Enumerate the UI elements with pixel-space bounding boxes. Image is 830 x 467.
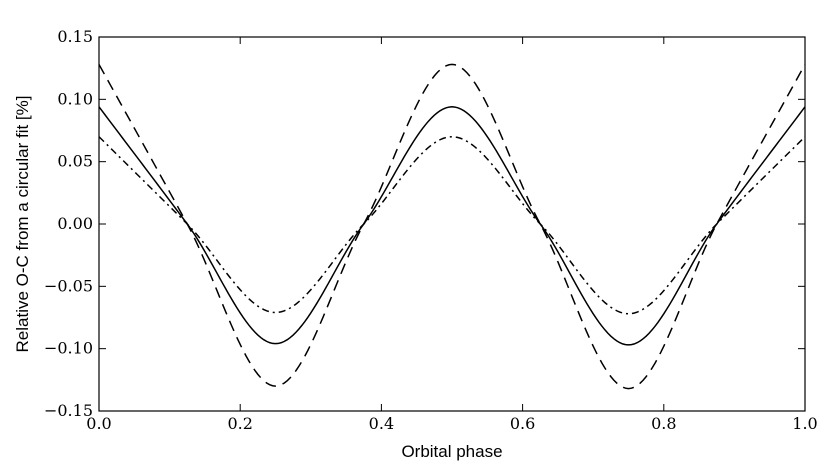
plot-area [98,63,806,390]
plot-frame [98,36,806,412]
y-tick-label: 0.15 [57,27,93,46]
y-tick-label: −0.05 [44,276,93,295]
series-line-dashed [98,63,806,390]
y-tick-label: 0.10 [57,89,93,108]
axis-ticks: 0.0 0.2 0.4 0.6 0.8 1.0 0.15 0.10 0.05 0.00 −0.05 −… [44,27,818,433]
series-line-dashdot [98,135,806,315]
x-axis-label: Orbital phase [401,442,502,461]
x-tick-label: 0.0 [86,414,111,433]
x-tick-label: 0.2 [227,414,252,433]
x-tick-label: 0.8 [651,414,676,433]
x-tick-label: 1.0 [792,414,817,433]
series-line-solid [98,106,806,346]
x-tick-label: 0.6 [510,414,535,433]
y-tick-label: 0.05 [57,152,93,171]
y-tick-label: 0.00 [57,214,93,233]
y-axis-label: Relative O-C from a circular fit [%] [13,96,32,353]
y-tick-label: −0.10 [44,339,93,358]
x-tick-label: 0.4 [369,414,394,433]
y-tick-label: −0.15 [44,401,93,420]
